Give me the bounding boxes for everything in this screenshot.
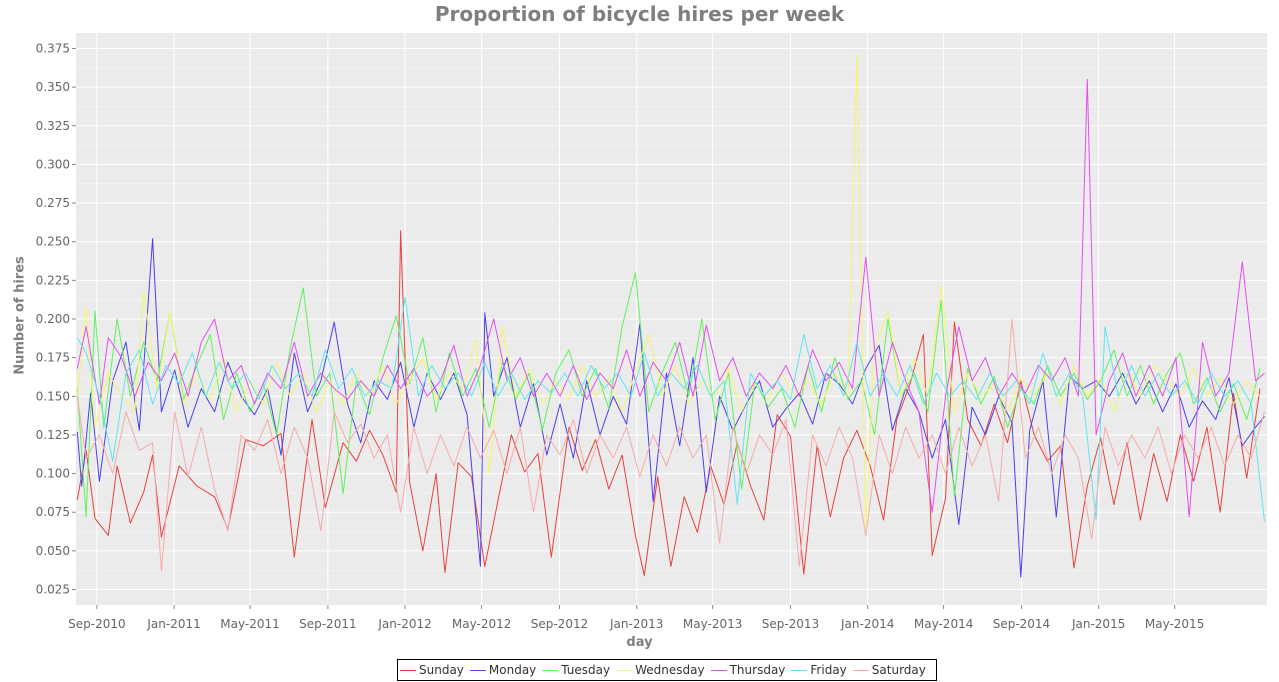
legend-swatch <box>710 669 727 671</box>
x-tick-label: May-2014 <box>914 617 973 631</box>
y-tick-label: 0.025 <box>36 583 70 597</box>
legend-item-sunday: Sunday <box>400 663 464 677</box>
legend-label: Tuesday <box>561 663 611 677</box>
y-tick-label: 0.100 <box>36 467 70 481</box>
y-tick-label: 0.175 <box>36 351 70 365</box>
legend-label: Thursday <box>729 663 786 677</box>
legend-swatch <box>852 669 869 671</box>
gridlines <box>76 33 1267 605</box>
y-tick-label: 0.050 <box>36 544 70 558</box>
legend-item-saturday: Saturday <box>852 663 926 677</box>
y-tick-label: 0.125 <box>36 428 70 442</box>
y-tick-label: 0.275 <box>36 196 70 210</box>
x-tick-label: Jan-2013 <box>609 617 663 631</box>
x-tick-label: Sep-2010 <box>68 617 126 631</box>
legend-label: Wednesday <box>635 663 705 677</box>
y-tick-label: 0.200 <box>36 312 70 326</box>
legend-label: Friday <box>810 663 847 677</box>
x-tick-label: May-2015 <box>1145 617 1204 631</box>
x-tick-label: Jan-2012 <box>377 617 431 631</box>
series-line-monday <box>76 238 1265 578</box>
series-line-wednesday <box>76 54 1261 529</box>
x-tick-label: Sep-2014 <box>993 617 1051 631</box>
legend-item-friday: Friday <box>791 663 847 677</box>
x-axis-ticks: Sep-2010 Jan-2011 May-2011 Sep-2011 Jan-2012… <box>68 605 1204 631</box>
y-axis-ticks: 0.025 0.050 0.075 0.100 0.125 0.150 0.175 0.200… <box>36 41 76 597</box>
legend: Sunday Monday Tuesday Wednesday Thursday Frid… <box>397 659 937 681</box>
legend-item-tuesday: Tuesday <box>542 663 610 677</box>
x-tick-label: Jan-2011 <box>146 617 200 631</box>
legend-swatch <box>400 669 416 671</box>
y-tick-label: 0.325 <box>36 119 70 133</box>
y-tick-label: 0.225 <box>36 273 70 287</box>
x-tick-label: Jan-2014 <box>840 617 894 631</box>
legend-swatch <box>469 669 486 671</box>
y-tick-label: 0.250 <box>36 235 70 249</box>
legend-swatch <box>791 669 808 671</box>
legend-label: Saturday <box>871 663 926 677</box>
legend-label: Sunday <box>419 663 464 677</box>
x-tick-label: Sep-2012 <box>531 617 589 631</box>
series-line-friday <box>76 296 1265 522</box>
y-tick-label: 0.150 <box>36 389 70 403</box>
y-tick-label: 0.350 <box>36 80 70 94</box>
legend-swatch <box>542 669 559 671</box>
series-line-saturday <box>76 318 1265 572</box>
legend-item-wednesday: Wednesday <box>616 663 705 677</box>
legend-item-monday: Monday <box>469 663 537 677</box>
x-tick-label: May-2012 <box>452 617 511 631</box>
x-tick-label: May-2011 <box>220 617 279 631</box>
x-tick-label: May-2013 <box>683 617 742 631</box>
legend-swatch <box>616 669 633 671</box>
x-tick-label: Jan-2015 <box>1071 617 1125 631</box>
x-tick-label: Sep-2013 <box>762 617 820 631</box>
x-axis-label: day <box>626 635 653 650</box>
series-line-sunday <box>76 230 1261 577</box>
y-tick-label: 0.375 <box>36 41 70 55</box>
y-tick-label: 0.075 <box>36 505 70 519</box>
series-line-thursday <box>76 78 1265 518</box>
legend-label: Monday <box>488 663 537 677</box>
y-tick-label: 0.300 <box>36 157 70 171</box>
x-tick-label: Sep-2011 <box>299 617 357 631</box>
chart-title: Proportion of bicycle hires per week <box>434 2 845 26</box>
series-lines <box>76 54 1265 578</box>
legend-item-thursday: Thursday <box>710 663 786 677</box>
